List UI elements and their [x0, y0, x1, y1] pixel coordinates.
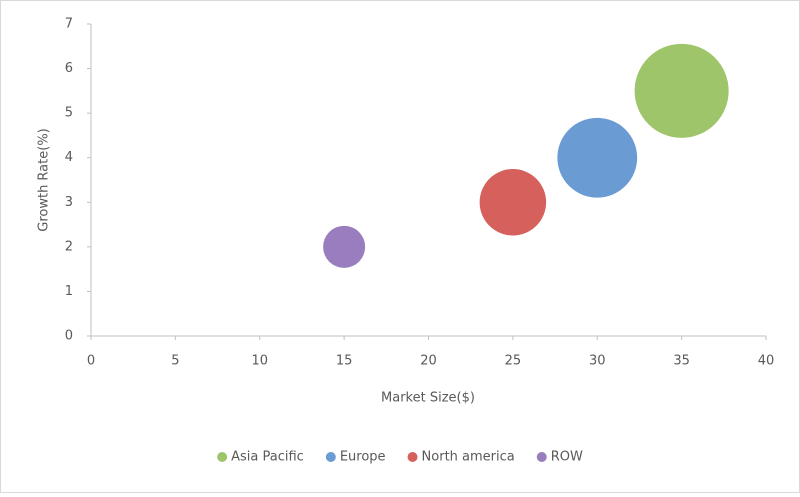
y-tick-label: 5	[65, 106, 73, 121]
legend-label: Europe	[340, 450, 386, 465]
y-tick-label: 7	[65, 17, 73, 32]
bubble	[634, 43, 729, 138]
x-tick-label: 20	[420, 354, 437, 369]
legend-label: North america	[422, 450, 515, 465]
legend-marker	[217, 452, 228, 462]
bubble	[557, 117, 638, 198]
legend-marker	[536, 452, 547, 462]
bubble	[479, 169, 547, 236]
y-tick-label: 2	[65, 239, 73, 254]
y-tick-label: 0	[65, 329, 73, 344]
legend: Asia Pacific Europe North america ROW	[217, 450, 583, 465]
y-tick-label: 4	[65, 150, 73, 165]
legend-label: ROW	[551, 450, 583, 465]
x-tick-label: 35	[673, 354, 690, 369]
x-tick-label: 25	[505, 354, 522, 369]
x-tick-label: 40	[758, 354, 775, 369]
bubble	[323, 225, 366, 268]
legend-marker	[325, 452, 336, 462]
x-tick-label: 15	[336, 354, 353, 369]
x-tick-label: 5	[171, 354, 179, 369]
y-axis-label: Growth Rate(%)	[37, 128, 52, 232]
x-tick-label: 10	[251, 354, 268, 369]
x-axis-label: Market Size($)	[381, 391, 475, 406]
legend-label: Asia Pacific	[231, 450, 304, 465]
y-tick-label: 3	[65, 195, 73, 210]
x-tick-label: 30	[589, 354, 606, 369]
y-tick-label: 1	[65, 284, 73, 299]
x-tick-label: 0	[87, 354, 95, 369]
legend-marker	[407, 452, 418, 462]
y-tick-label: 6	[65, 61, 73, 76]
